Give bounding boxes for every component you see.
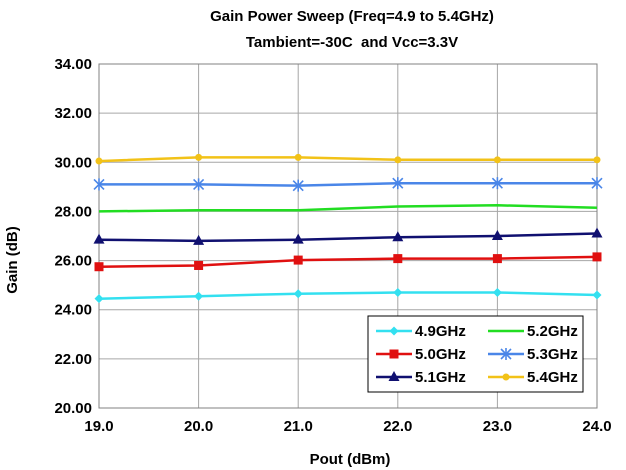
series-5.0GHz: [94, 252, 602, 272]
data-point: [292, 179, 304, 192]
series-5.1GHz: [93, 227, 603, 245]
data-point: [591, 177, 603, 190]
data-point: [394, 156, 402, 164]
data-point: [194, 260, 204, 270]
y-tick-label: 32.00: [54, 105, 92, 122]
data-point: [592, 290, 602, 300]
y-tick-label: 24.00: [54, 302, 92, 319]
series-5.4GHz: [95, 153, 601, 165]
data-point: [593, 156, 601, 164]
x-tick-label: 19.0: [84, 418, 113, 435]
data-point: [393, 288, 403, 298]
data-point: [293, 289, 303, 299]
legend-label: 4.9GHz: [415, 323, 466, 340]
series-line: [98, 156, 597, 163]
data-point: [292, 233, 304, 244]
data-point: [194, 291, 204, 301]
x-tick-label: 23.0: [483, 418, 512, 435]
series-layer: [93, 153, 603, 304]
data-point: [500, 348, 512, 360]
y-tick-label: 22.00: [54, 351, 92, 368]
data-point: [293, 255, 303, 265]
data-point: [393, 254, 403, 264]
x-tick-label: 21.0: [284, 418, 313, 435]
series-line: [98, 291, 598, 300]
x-axis-label: Pout (dBm): [310, 451, 391, 468]
data-point: [389, 326, 399, 336]
legend-item: 5.0GHz: [376, 346, 466, 363]
y-axis-ticks: 20.00 22.00 24.00 26.00 28.00 30.00 32.00 34.00: [54, 56, 92, 417]
legend-item: 5.1GHz: [376, 369, 466, 386]
data-point: [93, 178, 105, 191]
data-point: [389, 349, 399, 359]
y-tick-label: 30.00: [54, 154, 92, 171]
legend: 4.9GHz 5.0GHz 5.1GHz 5.2GHz 5.3GHz 5.4GHz: [367, 315, 584, 393]
legend-item: 4.9GHz: [376, 323, 466, 340]
legend-item: 5.2GHz: [488, 323, 578, 340]
y-tick-label: 28.00: [54, 203, 92, 220]
data-point: [195, 153, 203, 161]
legend-label: 5.1GHz: [415, 369, 466, 386]
legend-label: 5.0GHz: [415, 346, 466, 363]
y-tick-label: 26.00: [54, 253, 92, 270]
series-5.2GHz: [98, 204, 598, 213]
data-point: [193, 234, 205, 245]
legend-item: 5.3GHz: [488, 346, 578, 363]
data-point: [95, 157, 103, 165]
data-point: [491, 230, 503, 240]
data-point: [592, 252, 602, 262]
data-point: [388, 371, 400, 381]
x-tick-label: 22.0: [383, 418, 412, 435]
data-point: [591, 227, 603, 238]
y-axis-label: Gain (dB): [4, 226, 21, 294]
series-line: [98, 232, 598, 243]
y-tick-label: 34.00: [54, 56, 92, 73]
data-point: [94, 294, 104, 304]
data-point: [502, 373, 510, 381]
series-5.3GHz: [93, 177, 603, 192]
data-point: [492, 254, 502, 264]
chart-subtitle: Tambient=-30C and Vcc=3.3V: [246, 34, 458, 51]
data-point: [392, 177, 404, 190]
series-4.9GHz: [94, 288, 602, 304]
data-point: [294, 153, 302, 161]
x-axis-ticks: 19.0 20.0 21.0 22.0 23.0 24.0: [84, 418, 611, 435]
legend-item: 5.4GHz: [488, 369, 578, 386]
legend-label: 5.3GHz: [527, 346, 578, 363]
legend-label: 5.4GHz: [527, 369, 578, 386]
chart-title: Gain Power Sweep (Freq=4.9 to 5.4GHz): [210, 8, 494, 25]
x-tick-label: 20.0: [184, 418, 213, 435]
series-line: [98, 204, 598, 213]
legend-label: 5.2GHz: [527, 323, 578, 340]
data-point: [392, 231, 404, 242]
data-point: [193, 178, 205, 191]
data-point: [93, 233, 105, 244]
data-point: [491, 177, 503, 190]
y-tick-label: 20.00: [54, 400, 92, 417]
series-line: [99, 181, 597, 187]
series-line: [98, 255, 598, 268]
x-tick-label: 24.0: [582, 418, 611, 435]
data-point: [493, 156, 501, 164]
data-point: [492, 288, 502, 298]
data-point: [94, 262, 104, 272]
